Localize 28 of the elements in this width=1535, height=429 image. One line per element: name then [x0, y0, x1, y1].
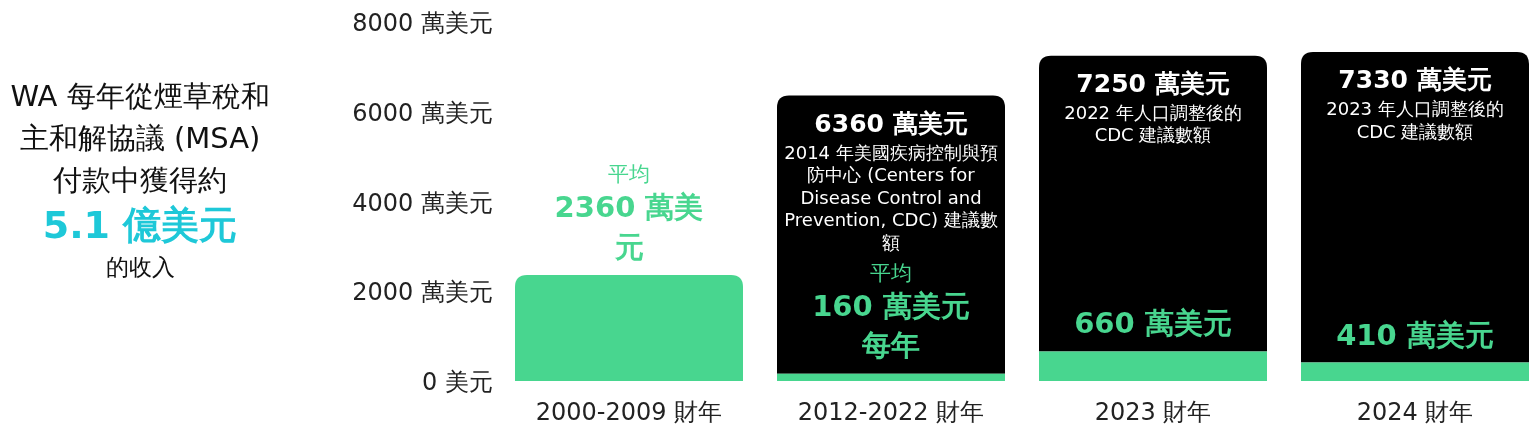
y-tick-label: 0 美元: [422, 368, 493, 396]
bar: [1039, 55, 1267, 352]
bar: [515, 275, 743, 381]
bar: [777, 373, 1005, 381]
annotation: 2014 年美國疾病控制與預防中心 (Centers for Disease Control and Prevention, CDC) 建議數額: [783, 141, 999, 255]
y-tick-label: 8000 萬美元: [352, 9, 493, 37]
bar: [1301, 362, 1529, 381]
y-tick-label: 4000 萬美元: [352, 188, 493, 217]
x-tick-label: 2000-2009 財年: [535, 398, 723, 426]
total-label: 7330 萬美元: [1337, 64, 1493, 96]
data-label: 平均2360 萬美元: [553, 161, 705, 266]
text: 的收入: [104, 252, 176, 282]
data-label: 660 萬美元: [1073, 305, 1233, 343]
x-tick-label: 2012-2022 財年: [797, 398, 985, 426]
data-label: 平均160 萬美元每年: [811, 260, 971, 365]
text: WA 每年從煙草稅和主和解協議 (MSA) 付款中獲得約: [9, 78, 271, 200]
y-tick-label: 2000 萬美元: [352, 278, 493, 307]
total-label: 7250 萬美元: [1075, 67, 1231, 99]
bar: [1039, 351, 1267, 381]
total-label: 6360 萬美元: [813, 107, 969, 139]
annotation: 2022 年人口調整後的 CDC 建議數額: [1063, 101, 1243, 147]
y-tick-label: 6000 萬美元: [352, 98, 493, 127]
bar: [1301, 52, 1529, 363]
data-label: 410 萬美元: [1335, 316, 1495, 354]
annotation: 2023 年人口調整後的 CDC 建議數額: [1325, 98, 1505, 144]
x-tick-label: 2024 財年: [1356, 398, 1474, 426]
text: 5.1 億美元: [41, 202, 239, 250]
x-tick-label: 2023 財年: [1094, 398, 1212, 426]
